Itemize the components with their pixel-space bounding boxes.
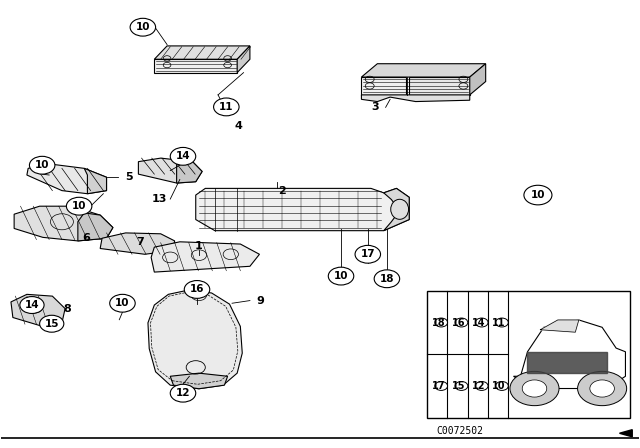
Polygon shape <box>470 64 486 95</box>
Circle shape <box>29 156 55 174</box>
Polygon shape <box>362 77 406 95</box>
Circle shape <box>67 197 92 215</box>
Text: 12: 12 <box>472 381 486 391</box>
Text: 13: 13 <box>152 194 167 204</box>
Polygon shape <box>513 320 625 388</box>
Text: 10: 10 <box>492 381 506 391</box>
Polygon shape <box>177 162 202 183</box>
Text: 4: 4 <box>234 121 243 131</box>
Text: 11: 11 <box>492 318 506 327</box>
Text: 15: 15 <box>452 381 465 391</box>
Text: 18: 18 <box>431 318 445 327</box>
Text: 10: 10 <box>35 160 49 170</box>
Text: C0072502: C0072502 <box>436 426 484 435</box>
Text: 7: 7 <box>136 237 144 247</box>
Text: 1: 1 <box>195 241 203 251</box>
Polygon shape <box>148 290 243 389</box>
Text: 14: 14 <box>25 300 39 310</box>
Circle shape <box>522 380 547 397</box>
Polygon shape <box>527 352 607 373</box>
Text: 11: 11 <box>219 102 234 112</box>
Text: 18: 18 <box>380 274 394 284</box>
Polygon shape <box>540 320 579 332</box>
Polygon shape <box>11 294 65 326</box>
Text: 16: 16 <box>452 318 465 327</box>
Circle shape <box>109 294 135 312</box>
Circle shape <box>590 380 614 397</box>
Text: 10: 10 <box>115 298 130 308</box>
Polygon shape <box>620 430 632 437</box>
Text: 2: 2 <box>278 186 285 197</box>
Circle shape <box>214 98 239 116</box>
Circle shape <box>170 147 196 165</box>
Text: 9: 9 <box>257 296 265 306</box>
Polygon shape <box>84 168 106 194</box>
Polygon shape <box>384 188 409 231</box>
Circle shape <box>577 371 627 405</box>
Text: 17: 17 <box>431 381 445 391</box>
Polygon shape <box>14 206 113 241</box>
Circle shape <box>184 280 210 298</box>
Ellipse shape <box>391 199 408 220</box>
Text: 8: 8 <box>63 305 71 314</box>
Polygon shape <box>170 373 228 389</box>
Polygon shape <box>409 77 470 95</box>
Circle shape <box>510 371 559 405</box>
Circle shape <box>20 297 44 314</box>
Polygon shape <box>154 46 250 59</box>
Text: 10: 10 <box>531 190 545 200</box>
Bar <box>427 291 630 418</box>
Text: 15: 15 <box>44 319 59 329</box>
Polygon shape <box>78 213 113 241</box>
Polygon shape <box>27 164 106 194</box>
Polygon shape <box>100 233 175 254</box>
Polygon shape <box>196 188 409 231</box>
Text: 17: 17 <box>360 249 375 259</box>
Circle shape <box>374 270 399 288</box>
Text: 16: 16 <box>190 284 204 294</box>
Circle shape <box>524 185 552 205</box>
Text: 3: 3 <box>372 102 380 112</box>
Text: 14: 14 <box>176 151 190 161</box>
Circle shape <box>40 315 64 332</box>
Polygon shape <box>362 95 470 102</box>
Polygon shape <box>138 158 202 183</box>
Polygon shape <box>154 59 237 73</box>
Circle shape <box>328 267 354 285</box>
Text: 6: 6 <box>82 233 90 243</box>
Text: 14: 14 <box>472 318 486 327</box>
Text: 10: 10 <box>334 271 348 281</box>
Polygon shape <box>362 64 486 77</box>
Text: 12: 12 <box>176 388 190 398</box>
Text: 10: 10 <box>136 22 150 32</box>
Circle shape <box>170 384 196 402</box>
Circle shape <box>130 18 156 36</box>
Text: 10: 10 <box>72 201 86 211</box>
Circle shape <box>355 246 381 263</box>
Polygon shape <box>237 46 250 73</box>
Polygon shape <box>151 242 259 272</box>
Text: 5: 5 <box>125 172 132 182</box>
